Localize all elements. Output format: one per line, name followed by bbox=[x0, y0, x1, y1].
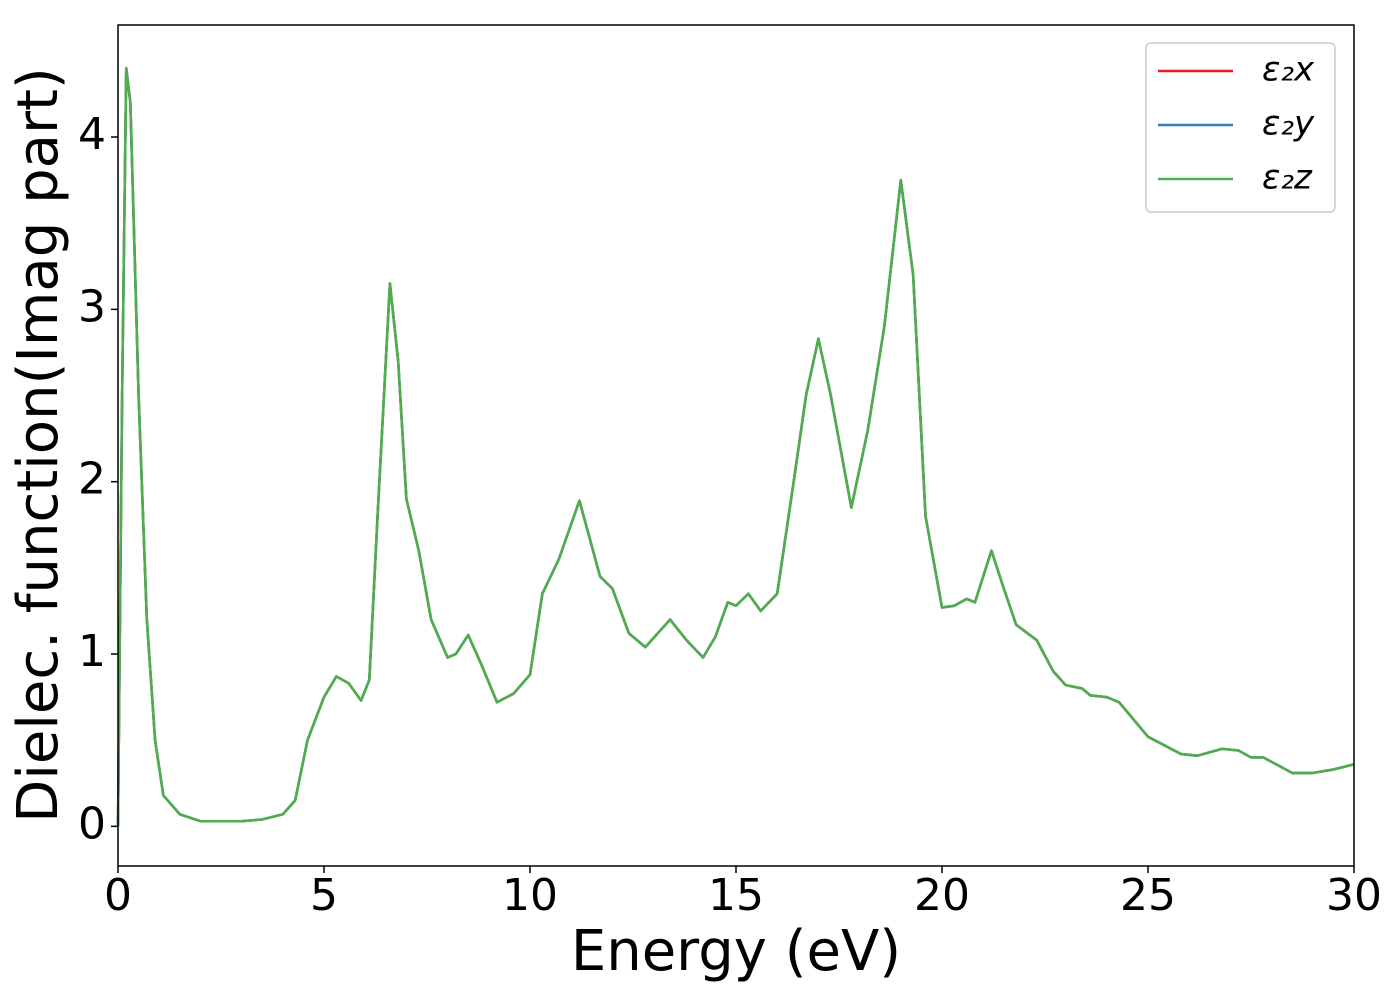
x-tick-label: 5 bbox=[310, 870, 338, 921]
x-tick-label: 30 bbox=[1326, 870, 1382, 921]
series-line bbox=[116, 66, 1355, 827]
y-tick-label: 3 bbox=[78, 281, 106, 332]
x-axis-label: Energy (eV) bbox=[571, 919, 901, 984]
legend-label: ε₂y bbox=[1262, 104, 1315, 144]
y-axis-label: Dielec. function(Imag part) bbox=[6, 67, 71, 823]
plot-frame bbox=[117, 24, 1355, 867]
legend-box bbox=[1145, 42, 1336, 213]
y-tick-label: 2 bbox=[78, 454, 106, 505]
y-tick-label: 4 bbox=[78, 109, 106, 160]
x-tick-label: 0 bbox=[104, 870, 132, 921]
x-tick-label: 20 bbox=[914, 870, 970, 921]
x-tick-label: 10 bbox=[502, 870, 558, 921]
legend-label: ε₂z bbox=[1262, 158, 1313, 198]
y-tick-label: 0 bbox=[78, 798, 106, 849]
x-tick-label: 15 bbox=[708, 870, 764, 921]
x-tick-label: 25 bbox=[1120, 870, 1176, 921]
y-tick-label: 1 bbox=[78, 626, 106, 677]
legend-label: ε₂x bbox=[1262, 50, 1315, 90]
